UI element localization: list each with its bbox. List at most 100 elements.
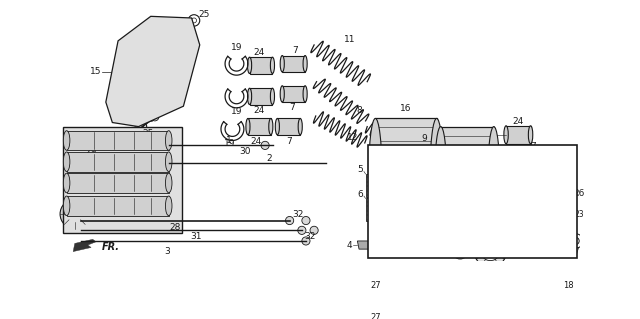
Circle shape xyxy=(531,211,546,226)
Circle shape xyxy=(143,33,150,40)
Circle shape xyxy=(120,58,127,64)
Circle shape xyxy=(123,74,129,81)
Text: 27: 27 xyxy=(371,245,381,254)
Ellipse shape xyxy=(298,118,302,135)
Text: 18: 18 xyxy=(563,245,574,254)
Text: 7: 7 xyxy=(289,103,295,112)
Circle shape xyxy=(449,159,455,166)
Ellipse shape xyxy=(270,57,275,73)
Circle shape xyxy=(135,52,141,59)
Text: 17: 17 xyxy=(550,214,560,223)
Circle shape xyxy=(176,36,182,42)
Circle shape xyxy=(490,159,496,166)
Text: 20: 20 xyxy=(465,230,474,239)
Circle shape xyxy=(172,74,179,81)
Text: 16: 16 xyxy=(400,104,412,113)
Text: FR.: FR. xyxy=(102,242,120,252)
Bar xyxy=(515,151,538,167)
Bar xyxy=(282,56,305,72)
Ellipse shape xyxy=(63,173,70,193)
Ellipse shape xyxy=(248,57,252,73)
Bar xyxy=(282,86,305,102)
Circle shape xyxy=(152,50,158,56)
Text: 6: 6 xyxy=(357,190,363,199)
Circle shape xyxy=(310,226,318,234)
Text: 23: 23 xyxy=(575,210,584,219)
Text: 7: 7 xyxy=(530,142,536,151)
Circle shape xyxy=(481,275,500,295)
Text: 27: 27 xyxy=(442,247,452,256)
Bar xyxy=(365,174,383,197)
Circle shape xyxy=(451,310,464,319)
Bar xyxy=(67,173,169,193)
Bar xyxy=(250,57,273,73)
Circle shape xyxy=(461,214,477,230)
Circle shape xyxy=(547,212,555,220)
Circle shape xyxy=(452,277,468,293)
Circle shape xyxy=(497,189,507,199)
Ellipse shape xyxy=(529,126,532,144)
Text: 11: 11 xyxy=(344,35,355,44)
Text: 24: 24 xyxy=(253,106,265,115)
Text: 10: 10 xyxy=(538,163,549,172)
Circle shape xyxy=(433,194,466,226)
Circle shape xyxy=(161,86,168,93)
Circle shape xyxy=(479,194,511,226)
Ellipse shape xyxy=(269,118,273,135)
Ellipse shape xyxy=(435,127,447,212)
Ellipse shape xyxy=(547,172,550,188)
Circle shape xyxy=(440,200,460,220)
Circle shape xyxy=(556,207,571,221)
Circle shape xyxy=(188,15,200,26)
Circle shape xyxy=(483,217,492,227)
Bar xyxy=(67,196,169,216)
Text: 27: 27 xyxy=(463,247,472,256)
Bar xyxy=(365,198,383,221)
Ellipse shape xyxy=(275,118,280,135)
Text: 17: 17 xyxy=(563,204,574,213)
Circle shape xyxy=(460,191,470,201)
Circle shape xyxy=(512,186,528,203)
Circle shape xyxy=(457,188,474,204)
Circle shape xyxy=(479,214,495,230)
Circle shape xyxy=(440,191,450,201)
Circle shape xyxy=(156,69,162,75)
Circle shape xyxy=(151,113,159,121)
Ellipse shape xyxy=(63,196,70,216)
Ellipse shape xyxy=(524,172,528,188)
Text: 24: 24 xyxy=(250,137,262,146)
Text: 1: 1 xyxy=(225,136,231,145)
Text: 25: 25 xyxy=(198,10,209,19)
Ellipse shape xyxy=(504,126,508,144)
Circle shape xyxy=(135,103,141,109)
Circle shape xyxy=(147,115,154,122)
Circle shape xyxy=(478,189,488,199)
Circle shape xyxy=(138,124,143,129)
Text: 22: 22 xyxy=(483,230,492,239)
Ellipse shape xyxy=(280,56,284,72)
Circle shape xyxy=(191,18,196,23)
Bar xyxy=(527,193,547,207)
Circle shape xyxy=(143,85,150,92)
Circle shape xyxy=(127,88,134,95)
Polygon shape xyxy=(73,239,96,252)
Bar xyxy=(525,172,548,188)
Circle shape xyxy=(454,313,461,319)
Circle shape xyxy=(67,206,83,222)
Text: 24: 24 xyxy=(253,48,265,57)
Text: 9: 9 xyxy=(422,134,428,143)
Circle shape xyxy=(486,200,505,220)
Ellipse shape xyxy=(525,193,529,207)
Text: 19: 19 xyxy=(231,107,243,115)
Text: 22: 22 xyxy=(479,178,488,187)
Text: 8: 8 xyxy=(356,106,362,115)
Ellipse shape xyxy=(430,118,443,225)
Circle shape xyxy=(475,186,492,203)
Circle shape xyxy=(160,28,166,34)
Ellipse shape xyxy=(63,131,70,150)
Text: 12: 12 xyxy=(347,133,358,142)
Text: 24: 24 xyxy=(513,117,524,126)
Text: 29: 29 xyxy=(85,147,97,156)
Text: 27: 27 xyxy=(483,247,493,256)
Bar xyxy=(67,131,169,150)
